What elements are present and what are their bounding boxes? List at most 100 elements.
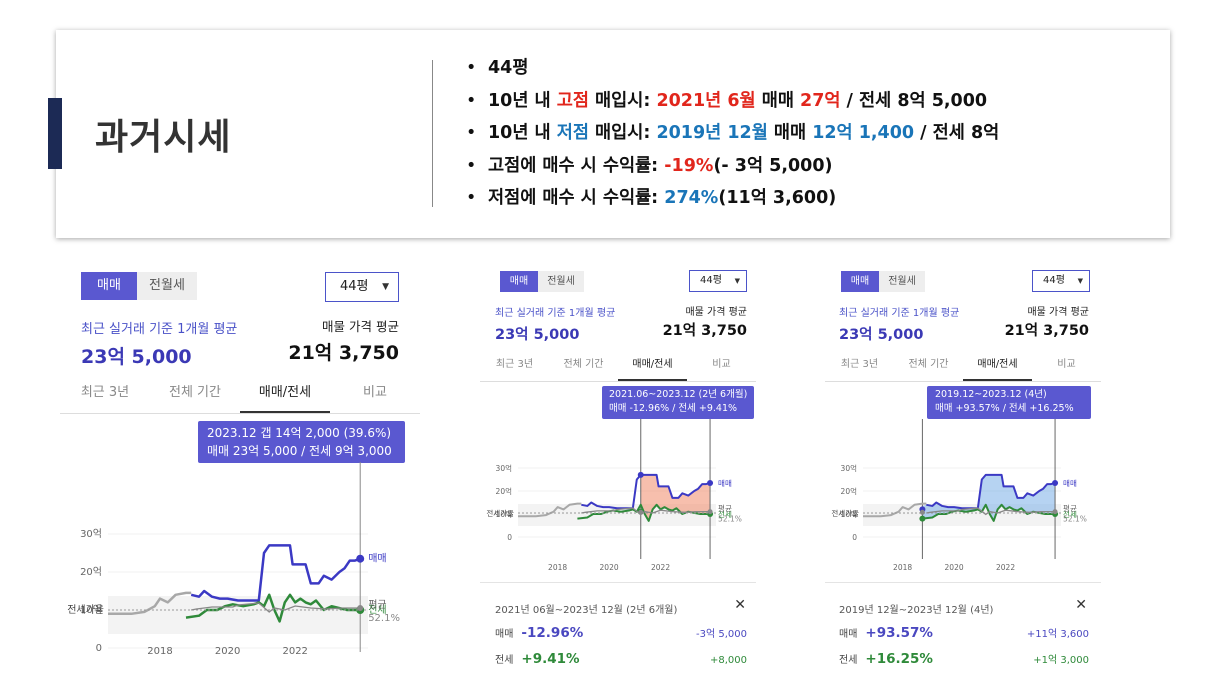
- close-icon[interactable]: ✕: [734, 597, 746, 613]
- tab-sale-jeonse[interactable]: 매매/전세: [618, 356, 687, 381]
- ratio-label: 전세가율: [486, 508, 514, 518]
- x-tick-label: 2020: [215, 646, 240, 657]
- chart-tooltip: 2021.06~2023.12 (2년 6개월) 매매 -12.96% / 전세…: [602, 386, 754, 419]
- sale-start-dot: [637, 471, 644, 478]
- sale-series-label: 매매: [368, 553, 386, 565]
- summary-row-sale: 매매 +93.57% +11억 3,600: [825, 625, 1101, 641]
- period-tabs: 최근 3년 전체 기간 매매/전세 비교: [825, 356, 1101, 382]
- tab-sale[interactable]: 매매: [500, 271, 538, 292]
- row-amount: +11억 3,600: [1026, 629, 1089, 640]
- sale-history-line: [518, 502, 582, 518]
- size-dropdown[interactable]: 44평 ▼: [325, 272, 399, 302]
- y-tick-label: 30억: [496, 464, 512, 473]
- x-tick-label: 2022: [282, 646, 307, 657]
- summary-row-jeonse: 전세 +9.41% +8,000: [480, 651, 756, 667]
- recent-avg-value: 23억 5,000: [495, 327, 580, 343]
- jeonse-series-label: 전세: [1063, 509, 1077, 519]
- y-tick-label: 10억: [80, 604, 102, 616]
- listing-avg-label: 매물 가격 평균: [685, 307, 747, 318]
- tab-compare[interactable]: 비교: [1057, 359, 1076, 370]
- size-dropdown[interactable]: 44평 ▼: [1032, 270, 1090, 292]
- bullet-text: 10년 내: [488, 90, 557, 111]
- bullet-highlight: 2019년 12월: [656, 123, 768, 143]
- row-key: 매매: [839, 629, 858, 640]
- ratio-band: [518, 504, 716, 526]
- summary-row-sale: 매매 -12.96% -3억 5,000: [480, 625, 756, 641]
- size-dropdown-value: 44평: [340, 279, 369, 294]
- ratio-avg-value: 52.1%: [718, 515, 742, 524]
- sale-end-dot: [1052, 479, 1059, 486]
- caret-down-icon: ▼: [734, 277, 740, 285]
- row-amount: +8,000: [709, 655, 747, 666]
- y-tick-label: 20억: [496, 487, 512, 496]
- ratio-label: 전세가율: [831, 508, 859, 518]
- listing-avg-value: 21억 3,750: [1004, 323, 1089, 339]
- recent-avg-label: 최근 실거래 기준 1개월 평균: [495, 308, 616, 319]
- size-dropdown-value: 44평: [1043, 275, 1065, 286]
- range-summary: 2019년 12월~2023년 12월 (4년) ✕ 매매 +93.57% +1…: [825, 582, 1101, 674]
- y-tick-label: 30억: [841, 464, 857, 473]
- tab-compare[interactable]: 비교: [363, 385, 387, 400]
- row-pct: +9.41%: [521, 651, 580, 667]
- row-amount: +1억 3,000: [1033, 655, 1089, 666]
- tab-rent[interactable]: 전월세: [538, 271, 584, 292]
- caret-down-icon: ▼: [1077, 277, 1083, 285]
- ratio-band: [863, 504, 1061, 526]
- tab-compare[interactable]: 비교: [712, 359, 731, 370]
- sale-line: [190, 544, 361, 602]
- trade-type-toggle: 매매 전월세: [81, 272, 197, 300]
- y-tick-label: 10억: [496, 510, 512, 519]
- summary-bullets: 44평 10년 내 고점 매입시: 2021년 6월 매매 27억 / 전세 8…: [466, 52, 999, 215]
- page-title: 과거시세: [95, 117, 232, 158]
- bullet-text: 매입시:: [588, 123, 657, 143]
- tab-all-period[interactable]: 전체 기간: [563, 359, 604, 370]
- ratio-avg-value: 52.1%: [1063, 515, 1087, 524]
- tab-sale[interactable]: 매매: [841, 271, 879, 292]
- size-dropdown[interactable]: 44평 ▼: [689, 270, 747, 292]
- bullet-highlight: 저점: [556, 123, 589, 143]
- x-tick-label: 2020: [600, 563, 619, 572]
- x-tick-label: 2020: [945, 563, 964, 572]
- tab-sale-jeonse[interactable]: 매매/전세: [963, 356, 1032, 381]
- tab-sale[interactable]: 매매: [81, 272, 137, 300]
- bullet-peak-return: 고점에 매수 시 수익률: -19%(- 3억 5,000): [466, 150, 999, 183]
- sale-end-dot: [356, 554, 365, 563]
- chart-tooltip: 2023.12 갭 14억 2,000 (39.6%) 매매 23억 5,000…: [198, 421, 405, 463]
- ratio-end-dot: [1052, 509, 1058, 515]
- close-icon[interactable]: ✕: [1075, 597, 1087, 613]
- listing-avg-label: 매물 가격 평균: [1027, 307, 1089, 318]
- bullet-peak-buy: 10년 내 고점 매입시: 2021년 6월 매매 27억 / 전세 8억 5,…: [466, 85, 999, 118]
- sale-line: [926, 473, 1056, 510]
- summary-row-jeonse: 전세 +16.25% +1억 3,000: [825, 651, 1101, 667]
- recent-avg-value: 23억 5,000: [839, 327, 924, 343]
- tab-rent[interactable]: 전월세: [137, 272, 197, 300]
- tab-recent-3y[interactable]: 최근 3년: [495, 359, 534, 370]
- bullet-text: 고점에 매수 시 수익률:: [488, 155, 665, 176]
- tooltip-line-2: 매매 +93.57% / 전세 +16.25%: [935, 403, 1074, 414]
- tab-recent-3y[interactable]: 최근 3년: [80, 385, 130, 400]
- tooltip-line-1: 2021.06~2023.12 (2년 6개월): [609, 389, 748, 400]
- tab-all-period[interactable]: 전체 기간: [908, 359, 949, 370]
- row-key: 전세: [839, 655, 858, 666]
- ratio-end-dot: [707, 509, 713, 515]
- tab-rent[interactable]: 전월세: [879, 271, 925, 292]
- jeonse-start-dot: [919, 515, 926, 522]
- tab-all-period[interactable]: 전체 기간: [169, 385, 221, 400]
- ratio-line: [926, 507, 1056, 516]
- row-pct: -12.96%: [521, 625, 584, 641]
- row-pct: +16.25%: [865, 651, 933, 667]
- tab-recent-3y[interactable]: 최근 3년: [840, 359, 879, 370]
- row-amount: -3억 5,000: [696, 629, 747, 640]
- bullet-text: 매입시:: [588, 90, 657, 111]
- ratio-end-dot: [357, 605, 364, 611]
- bullet-low-return: 저점에 매수 시 수익률: 274%(11억 3,600): [466, 182, 999, 215]
- ratio-avg-value: 52.1%: [368, 613, 400, 624]
- listing-avg-label: 매물 가격 평균: [322, 319, 399, 334]
- recent-avg-label: 최근 실거래 기준 1개월 평균: [81, 322, 238, 337]
- sale-series-label: 매매: [718, 479, 732, 488]
- tab-sale-jeonse[interactable]: 매매/전세: [240, 382, 330, 413]
- bullet-text: 44평: [488, 58, 529, 78]
